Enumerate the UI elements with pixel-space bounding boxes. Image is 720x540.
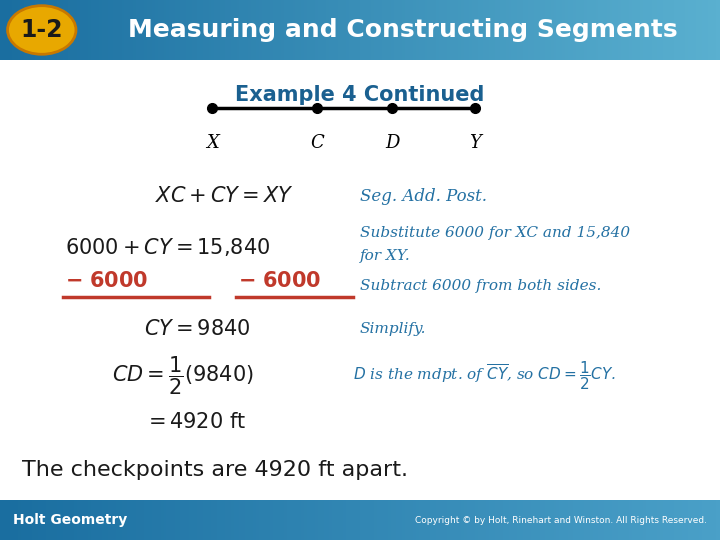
Text: Seg. Add. Post.: Seg. Add. Post. <box>360 187 487 205</box>
Bar <box>0 60 720 500</box>
Text: $\mathbf{-\ 6000}$: $\mathbf{-\ 6000}$ <box>238 271 321 291</box>
Text: The checkpoints are 4920 ft apart.: The checkpoints are 4920 ft apart. <box>22 460 408 480</box>
Text: C: C <box>310 134 324 152</box>
Text: Measuring and Constructing Segments: Measuring and Constructing Segments <box>128 18 678 42</box>
Ellipse shape <box>8 5 76 54</box>
Text: X: X <box>206 134 219 152</box>
Text: Example 4 Continued: Example 4 Continued <box>235 85 485 105</box>
Text: Holt Geometry: Holt Geometry <box>13 513 127 527</box>
Text: Subtract 6000 from both sides.: Subtract 6000 from both sides. <box>360 279 601 293</box>
Text: 1-2: 1-2 <box>20 18 63 42</box>
Text: for XY.: for XY. <box>360 249 410 263</box>
Text: $= 4920\ \mathrm{ft}$: $= 4920\ \mathrm{ft}$ <box>144 412 246 433</box>
Text: Copyright © by Holt, Rinehart and Winston. All Rights Reserved.: Copyright © by Holt, Rinehart and Winsto… <box>415 516 707 524</box>
Text: $CY = 9840$: $CY = 9840$ <box>144 319 251 340</box>
Text: $CD = \dfrac{1}{2}(9840)$: $CD = \dfrac{1}{2}(9840)$ <box>112 354 253 396</box>
Text: Simplify.: Simplify. <box>360 322 426 336</box>
Text: Y: Y <box>469 134 481 152</box>
Text: $\mathbf{-\ 6000}$: $\mathbf{-\ 6000}$ <box>65 271 148 291</box>
Text: $D$ is the mdpt. of $\overline{CY}$, so $CD = \dfrac{1}{2}CY$.: $D$ is the mdpt. of $\overline{CY}$, so … <box>353 359 616 392</box>
Text: $XC + CY = XY$: $XC + CY = XY$ <box>155 186 294 206</box>
Text: Substitute 6000 for XC and 15,840: Substitute 6000 for XC and 15,840 <box>360 226 630 240</box>
Text: $6000 + CY = 15{,}840$: $6000 + CY = 15{,}840$ <box>65 236 270 258</box>
Text: D: D <box>385 134 400 152</box>
